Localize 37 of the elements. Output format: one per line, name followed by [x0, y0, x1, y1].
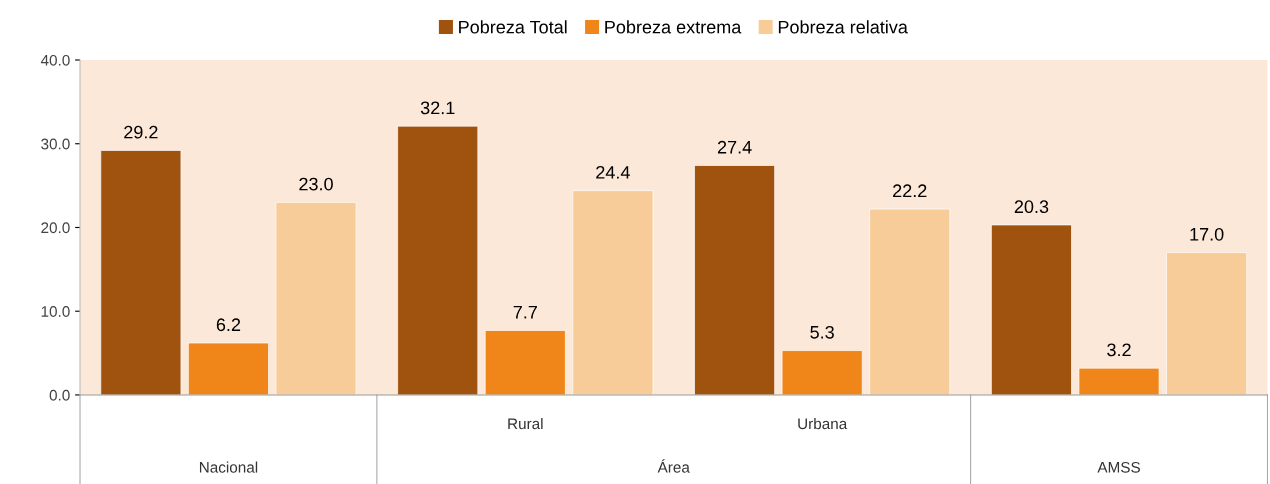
- bar: [991, 224, 1072, 395]
- data-label: 3.2: [1107, 343, 1131, 357]
- x-tick-label: Urbana: [798, 417, 848, 430]
- data-label: 17.0: [1190, 227, 1224, 241]
- y-tick-label: 10.0: [41, 306, 70, 317]
- bar: [572, 190, 654, 395]
- y-tick-label: 40.0: [40, 54, 70, 66]
- data-label: 22.2: [893, 184, 927, 197]
- bar: [1166, 252, 1248, 395]
- data-label: 24.4: [596, 165, 630, 179]
- x-tick-label: Rural: [508, 417, 543, 430]
- data-label: 29.2: [124, 125, 158, 139]
- data-label: 23.0: [299, 177, 333, 191]
- y-tick-label: 20.0: [41, 222, 70, 234]
- bar: [694, 165, 776, 395]
- data-label: 32.1: [420, 101, 455, 115]
- legend-label: Pobreza relativa: [778, 20, 908, 34]
- x-tick-label: AMSS: [1097, 461, 1140, 473]
- bar: [869, 208, 951, 395]
- bar: [1078, 367, 1160, 395]
- data-label: 7.7: [513, 305, 537, 319]
- bar: [397, 125, 479, 395]
- legend-label: Pobreza extrema: [605, 20, 742, 34]
- data-label: 6.2: [216, 318, 241, 332]
- bar: [100, 150, 182, 395]
- bar: [781, 350, 863, 395]
- bar: [188, 342, 269, 395]
- x-tick-label: Nacional: [199, 461, 258, 473]
- y-tick-label: 0.0: [49, 389, 70, 401]
- data-label: 27.4: [717, 140, 752, 154]
- data-label: 20.3: [1014, 200, 1049, 214]
- text: Área: [657, 459, 690, 473]
- y-tick-label: 30.0: [41, 138, 70, 150]
- legend-label: Pobreza Total: [459, 20, 567, 34]
- bar: [275, 202, 357, 395]
- bar: [484, 330, 566, 395]
- data-label: 5.3: [810, 325, 834, 339]
